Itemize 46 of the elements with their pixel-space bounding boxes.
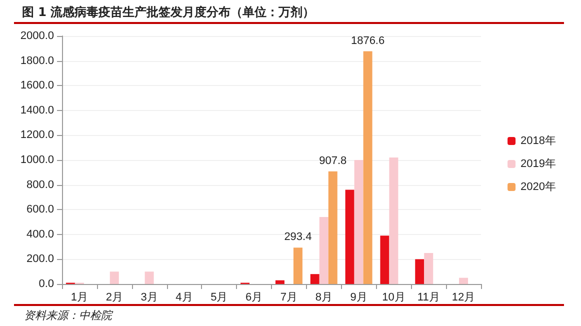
bar (110, 272, 119, 284)
y-tick-label: 1400.0 (20, 104, 54, 116)
bar (380, 236, 390, 284)
y-tick-label: 1800.0 (20, 54, 54, 67)
legend-label: 2018年 (520, 135, 556, 147)
bar (345, 190, 354, 284)
bar (354, 160, 364, 284)
legend-label: 2020年 (520, 181, 556, 193)
bar (328, 171, 338, 284)
y-tick-label: 600.0 (26, 204, 54, 216)
bar (319, 217, 328, 284)
bar (275, 280, 284, 284)
x-tick-label: 10月 (382, 292, 406, 304)
x-tick-label: 6月 (245, 292, 263, 304)
y-tick-label: 400.0 (26, 228, 54, 240)
text: 资料来源：中检院 (24, 308, 112, 323)
x-tick-label: 3月 (140, 292, 158, 304)
data-label: 907.8 (319, 154, 347, 167)
y-tick-label: 1200.0 (20, 129, 54, 142)
x-tick-label: 12月 (452, 292, 476, 304)
bar (424, 253, 434, 284)
y-tick-label: 800.0 (26, 178, 54, 191)
y-tick-label: 1600.0 (20, 80, 54, 92)
x-tick-label: 9月 (350, 292, 368, 304)
data-label: 293.4 (284, 231, 312, 244)
bar (459, 278, 468, 284)
bar (310, 274, 320, 284)
x-tick-label: 2月 (106, 292, 123, 304)
x-tick-label: 8月 (315, 292, 332, 304)
data-label: 1876.6 (350, 34, 385, 47)
legend-label: 2019年 (520, 158, 556, 170)
bar (363, 51, 372, 284)
chart-title: 图 1 流感病毒疫苗生产批签发月度分布（单位：万剂） (22, 4, 315, 21)
bar (144, 272, 154, 284)
bar (389, 158, 398, 284)
x-tick-label: 7月 (280, 292, 298, 304)
x-tick-label: 5月 (210, 292, 228, 304)
x-tick-label: 1月 (70, 292, 88, 304)
x-tick-label: 4月 (176, 292, 193, 304)
x-tick-label: 11月 (417, 292, 440, 304)
bar (293, 248, 302, 284)
y-tick-label: 0.0 (38, 278, 54, 290)
y-tick-label: 200.0 (26, 253, 54, 266)
y-tick-label: 2000.0 (20, 30, 54, 42)
bar (415, 259, 424, 284)
y-tick-label: 1000.0 (20, 154, 54, 166)
